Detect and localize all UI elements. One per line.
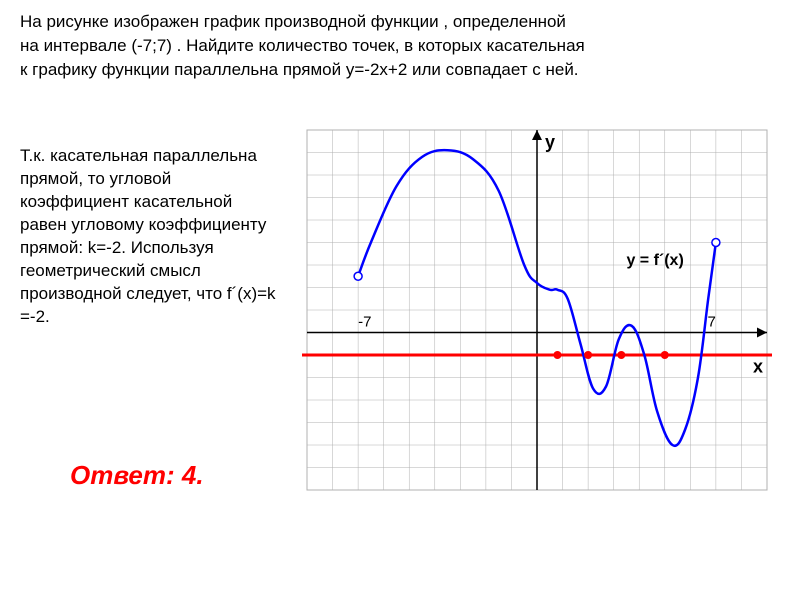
svg-text:y = f´(x): y = f´(x)	[626, 252, 683, 269]
problem-line-3: к графику функции параллельна прямой y=-…	[20, 58, 780, 82]
svg-text:7: 7	[708, 314, 716, 331]
chart-svg: -7 7 y x y = f´(x)	[297, 120, 777, 500]
svg-text:y: y	[545, 132, 555, 152]
problem-line-1: На рисунке изображен график производной …	[20, 10, 780, 34]
problem-statement: На рисунке изображен график производной …	[20, 10, 780, 81]
svg-text:-7: -7	[358, 314, 371, 331]
derivative-chart: -7 7 y x y = f´(x)	[297, 120, 777, 500]
answer: Ответ: 4.	[70, 460, 204, 491]
svg-text:x: x	[753, 357, 763, 377]
problem-line-2: на интервале (-7;7) . Найдите количество…	[20, 34, 780, 58]
explanation: Т.к. касательная параллельна прямой, то …	[20, 145, 280, 329]
